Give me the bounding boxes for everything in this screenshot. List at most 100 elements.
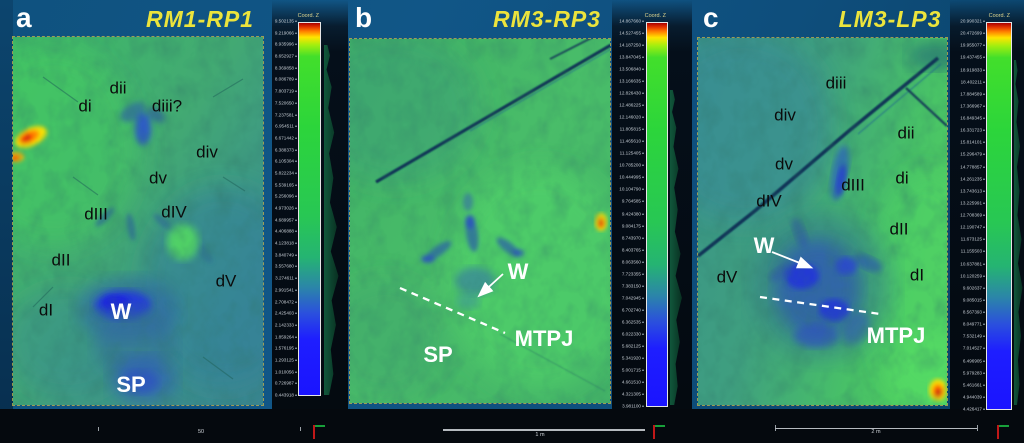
panel-b-letter: b (355, 2, 373, 33)
colorbar-tick-labels-b: 14.867660 14.527455 14.187250 13.847045 13.5… (610, 19, 644, 410)
colorbar-tick-label: 7.014527 (963, 346, 985, 352)
colorbar-tick-label: 11.125405 (620, 151, 644, 157)
colorbar-tick-label: 19.955077 (960, 43, 985, 49)
colorbar-tick-label: 7.520650 (275, 101, 297, 107)
colorbar-tick-labels-c: 20.990321 20.472699 19.955077 19.437455 18.9… (954, 19, 985, 413)
panel-c-letter: c (703, 2, 719, 33)
panel-c-surface-map (697, 37, 948, 406)
colorbar-tick-label: 10.637881 (960, 262, 985, 267)
colorbar-tick-label: 8.369858 (275, 66, 297, 71)
colorbar-tick-label: 12.826430 (619, 91, 644, 97)
colorbar-tick-label: 1.576195 (275, 346, 297, 352)
colorbar-b: Coord. Z 14.867660 14.527455 14.187250 13.8… (610, 13, 668, 410)
colorbar-tick-label: 15.814101 (960, 140, 985, 146)
colorbar-tick-label: 12.190747 (960, 225, 985, 231)
colorbar-tick-label: 8.063560 (622, 260, 644, 265)
colorbar-tick-label: 14.867660 (619, 19, 644, 25)
colorbar-tick-labels-a: 9.502135 9.219066 8.935996 8.652927 8.369858… (263, 19, 297, 399)
digit-label: dI (38, 300, 54, 320)
colorbar-tick-label: 8.049771 (963, 322, 985, 328)
colorbar-tick-label: 12.146020 (619, 115, 644, 121)
digit-label: dII (889, 219, 909, 239)
panel-c-title: LM3-LP3 (838, 6, 942, 32)
colorbar-tick-label: 10.444995 (619, 175, 644, 181)
panel-a-title: RM1-RP1 (146, 6, 254, 32)
colorbar-tick-label: 16.849345 (960, 116, 985, 122)
colorbar-tick-label: 18.402211 (961, 80, 985, 85)
colorbar-tick-label: 5.461661 (963, 383, 985, 388)
digit-label: dI (909, 265, 925, 285)
colorbar-tick-label: 10.104790 (619, 188, 644, 193)
w-arrow-b (477, 273, 504, 298)
colorbar-tick-label: 6.954511 (275, 124, 297, 130)
mtpj-dashed-line-b (399, 286, 506, 335)
colorbar-tick-label: 18.919833 (960, 68, 985, 73)
colorbar-a: Coord. Z 9.502135 9.219066 8.935996 8.65292… (263, 13, 321, 399)
colorbar-tick-label: 5.822234 (275, 171, 297, 177)
digit-label: dIII (84, 204, 108, 224)
colorbar-tick-label: 8.652927 (275, 54, 297, 60)
digit-label: dii (109, 78, 127, 98)
colorbar-tick-label: 0.443918 (275, 393, 297, 399)
colorbar-header-b: Coord. Z (644, 13, 666, 19)
colorbar-tick-label: 17.884589 (960, 92, 985, 97)
digit-label: dv (149, 168, 167, 188)
colorbar-tick-label: 2.991541 (275, 288, 297, 294)
colorbar-tick-label: 20.472699 (960, 31, 985, 37)
panel-a-surface-map (12, 36, 264, 406)
digit-label: dII (51, 250, 71, 270)
colorbar-tick-label: 4.321305 (622, 392, 644, 398)
colorbar-tick-label: 13.166635 (619, 79, 644, 85)
colorbar-tick-label: 5.341920 (622, 356, 644, 362)
colorbar-tick-label: 0.726987 (275, 381, 297, 387)
colorbar-tick-label: 3.274611 (275, 276, 297, 282)
colorbar-tick-label: 6.671442 (275, 136, 297, 142)
digit-label: dIV (161, 202, 187, 222)
colorbar-tick-label: 6.105304 (275, 159, 297, 165)
digit-label: diii (825, 73, 847, 93)
colorbar-tick-label: 10.120259 (960, 274, 985, 279)
scalebar-label-c: 2 m (871, 429, 881, 435)
colorbar-tick-label: 6.022330 (622, 332, 644, 338)
colorbar-tick-label: 5.979283 (963, 371, 985, 376)
mtpj-dashed-line-c (759, 295, 881, 316)
colorbar-tick-label: 8.567393 (963, 310, 985, 316)
scalebar-line-b (443, 429, 645, 431)
colorbar-header-c: Coord. Z (988, 13, 1010, 19)
colorbar-tick-label: 12.708369 (960, 213, 985, 219)
axis-orientation-icon (312, 425, 326, 441)
axis-orientation-icon (996, 425, 1010, 441)
colorbar-tick-label: 9.219066 (275, 31, 297, 36)
colorbar-tick-label: 4.661510 (622, 380, 644, 386)
w-label-a: W (110, 299, 132, 324)
colorbar-tick-label: 3.981100 (622, 404, 644, 410)
colorbar-tick-label: 5.256096 (275, 194, 297, 200)
scalebar-line-c (775, 428, 978, 429)
scalebar-tick-a2 (300, 427, 301, 431)
colorbar-tick-label: 8.743970 (622, 236, 644, 241)
colorbar-tick-label: 7.237581 (275, 113, 297, 118)
colorbar-tick-label: 2.425403 (275, 311, 297, 317)
colorbar-tick-label: 14.778857 (960, 165, 985, 170)
panel-c-depth-render (698, 38, 947, 405)
colorbar-tick-label: 8.086789 (275, 78, 297, 83)
colorbar-tick-label: 12.486225 (619, 103, 644, 109)
panel-b-depth-render (350, 39, 610, 403)
colorbar-tick-label: 4.689957 (275, 218, 297, 223)
colorbar-c: Coord. Z 20.990321 20.472699 19.955077 19.4… (954, 13, 1012, 413)
colorbar-tick-label: 6.388373 (275, 148, 297, 153)
colorbar-tick-label: 5.539165 (275, 183, 297, 188)
colorbar-tick-label: 6.702740 (622, 308, 644, 313)
digit-label: dIII (841, 175, 865, 195)
scalebar-tick-a1 (98, 427, 99, 431)
digit-label: di (895, 168, 909, 188)
axis-orientation-icon (652, 425, 666, 441)
digit-label: div (196, 142, 218, 162)
colorbar-tick-label: 17.366967 (960, 104, 985, 110)
colorbar-tick-label: 4.426417 (963, 407, 985, 413)
colorbar-tick-label: 1.293125 (275, 358, 297, 364)
colorbar-tick-label: 9.502135 (275, 19, 297, 25)
w-label-c: W (753, 233, 775, 258)
colorbar-tick-label: 13.506840 (619, 67, 644, 73)
